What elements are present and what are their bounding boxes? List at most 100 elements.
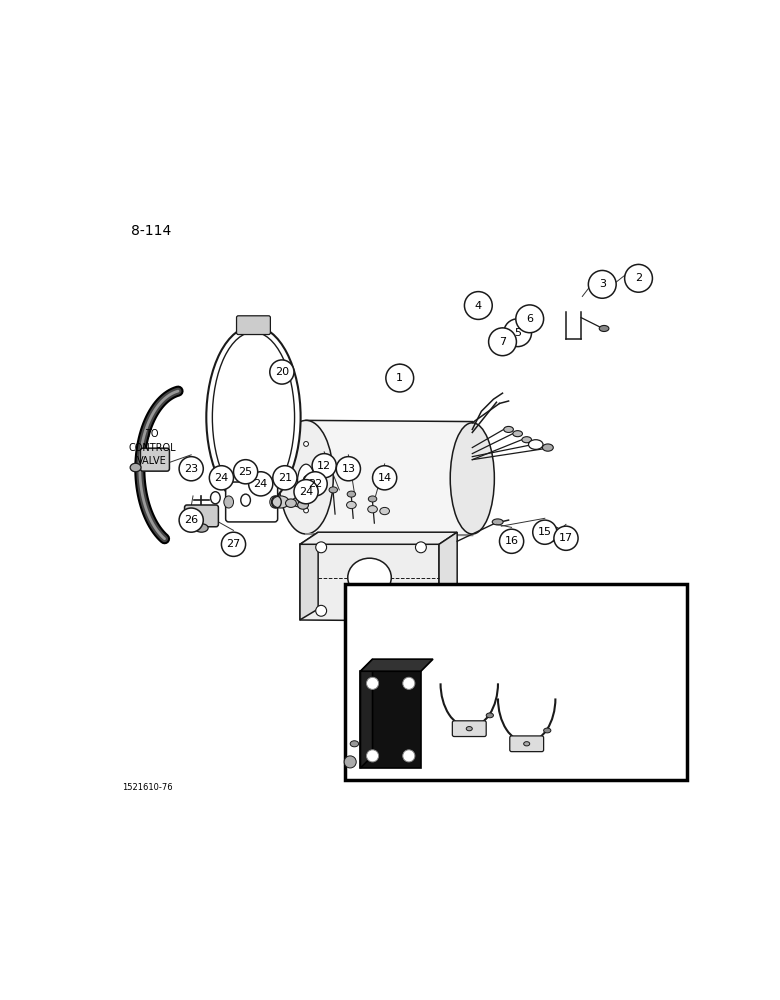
Text: 10: 10: [438, 666, 452, 676]
Ellipse shape: [270, 496, 279, 508]
Ellipse shape: [466, 727, 472, 731]
Ellipse shape: [195, 524, 208, 532]
Ellipse shape: [486, 713, 494, 718]
Circle shape: [533, 520, 557, 544]
FancyBboxPatch shape: [452, 721, 486, 737]
Ellipse shape: [130, 463, 141, 472]
Ellipse shape: [368, 496, 377, 502]
Circle shape: [516, 305, 544, 333]
Circle shape: [233, 460, 257, 484]
FancyBboxPatch shape: [140, 448, 169, 471]
Ellipse shape: [523, 742, 530, 746]
Text: 5: 5: [514, 328, 521, 338]
Text: 14: 14: [378, 473, 392, 483]
Circle shape: [416, 542, 427, 553]
Ellipse shape: [303, 476, 309, 488]
Ellipse shape: [224, 496, 233, 508]
Circle shape: [427, 659, 451, 683]
Circle shape: [515, 644, 539, 668]
Text: 8-114: 8-114: [131, 224, 171, 238]
Circle shape: [270, 360, 294, 384]
Circle shape: [590, 611, 615, 635]
Circle shape: [273, 466, 297, 490]
Ellipse shape: [544, 728, 551, 733]
Ellipse shape: [298, 464, 314, 497]
Text: 11: 11: [595, 615, 609, 625]
Ellipse shape: [367, 506, 378, 513]
Circle shape: [179, 457, 204, 481]
Circle shape: [504, 319, 531, 347]
Circle shape: [316, 605, 327, 616]
Ellipse shape: [348, 558, 392, 597]
Ellipse shape: [504, 426, 513, 432]
Bar: [346, 584, 687, 780]
Polygon shape: [360, 671, 421, 768]
Ellipse shape: [542, 444, 553, 451]
Text: 2: 2: [635, 273, 642, 283]
Text: 21: 21: [278, 473, 292, 483]
Text: 1521610-76: 1521610-76: [122, 783, 172, 792]
Text: 1: 1: [396, 373, 403, 383]
Text: 25: 25: [239, 467, 253, 477]
Ellipse shape: [380, 507, 389, 515]
Text: 6: 6: [526, 314, 534, 324]
Circle shape: [488, 328, 516, 356]
Ellipse shape: [319, 475, 323, 479]
FancyBboxPatch shape: [185, 505, 218, 527]
Text: 16: 16: [505, 536, 519, 546]
Text: 22: 22: [308, 479, 322, 489]
Circle shape: [625, 264, 652, 292]
Text: 3: 3: [599, 279, 606, 289]
Text: 13: 13: [342, 464, 356, 474]
Circle shape: [590, 608, 615, 632]
Ellipse shape: [347, 491, 356, 497]
Text: 17: 17: [559, 533, 573, 543]
Circle shape: [499, 529, 523, 553]
Text: 24: 24: [299, 487, 314, 497]
Text: 11: 11: [595, 618, 609, 628]
Ellipse shape: [298, 501, 308, 509]
Polygon shape: [439, 532, 457, 621]
Circle shape: [547, 527, 561, 541]
Ellipse shape: [522, 437, 531, 443]
Text: 24: 24: [215, 473, 229, 483]
Circle shape: [454, 629, 478, 653]
FancyBboxPatch shape: [225, 482, 278, 522]
Text: 10: 10: [432, 666, 446, 676]
Text: 17: 17: [371, 739, 385, 749]
Polygon shape: [360, 659, 433, 671]
Text: 4: 4: [475, 301, 482, 311]
FancyBboxPatch shape: [510, 736, 544, 752]
Text: 12: 12: [317, 461, 332, 471]
Circle shape: [373, 466, 397, 490]
Circle shape: [303, 472, 328, 496]
Circle shape: [246, 470, 257, 480]
Ellipse shape: [512, 431, 523, 437]
Text: 27: 27: [226, 539, 241, 549]
Ellipse shape: [529, 440, 543, 449]
Ellipse shape: [272, 496, 289, 508]
Polygon shape: [306, 420, 473, 535]
Text: 23: 23: [184, 464, 198, 474]
Text: 16: 16: [519, 651, 534, 661]
Circle shape: [402, 750, 415, 762]
Text: 16: 16: [459, 636, 473, 646]
Ellipse shape: [285, 499, 296, 507]
Text: TO
CONTROL
VALVE: TO CONTROL VALVE: [128, 429, 176, 466]
Polygon shape: [300, 532, 318, 620]
Ellipse shape: [599, 325, 609, 332]
Circle shape: [416, 605, 427, 616]
Ellipse shape: [346, 501, 356, 509]
Polygon shape: [300, 544, 439, 621]
Circle shape: [316, 542, 327, 553]
Ellipse shape: [450, 423, 495, 534]
Circle shape: [588, 270, 616, 298]
Circle shape: [367, 677, 378, 689]
FancyBboxPatch shape: [236, 316, 271, 335]
Circle shape: [433, 659, 457, 683]
Circle shape: [222, 532, 246, 556]
Circle shape: [464, 292, 492, 319]
Text: 7: 7: [499, 337, 506, 347]
Circle shape: [344, 756, 356, 768]
Circle shape: [367, 750, 378, 762]
